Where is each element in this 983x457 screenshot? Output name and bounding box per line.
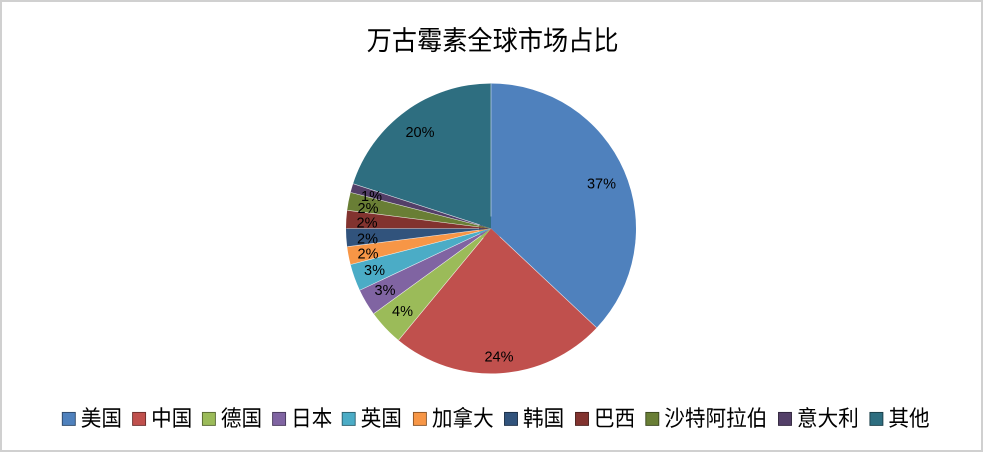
svg-text:1%: 1%	[361, 189, 382, 205]
svg-text:3%: 3%	[364, 263, 385, 279]
svg-text:2%: 2%	[357, 232, 378, 248]
svg-text:2%: 2%	[357, 216, 378, 232]
svg-text:2%: 2%	[358, 201, 379, 217]
svg-text:24%: 24%	[484, 350, 513, 366]
svg-text:2%: 2%	[358, 247, 379, 263]
svg-text:4%: 4%	[392, 304, 413, 320]
svg-text:37%: 37%	[587, 177, 616, 193]
svg-text:3%: 3%	[375, 283, 396, 299]
svg-text:20%: 20%	[405, 125, 434, 141]
